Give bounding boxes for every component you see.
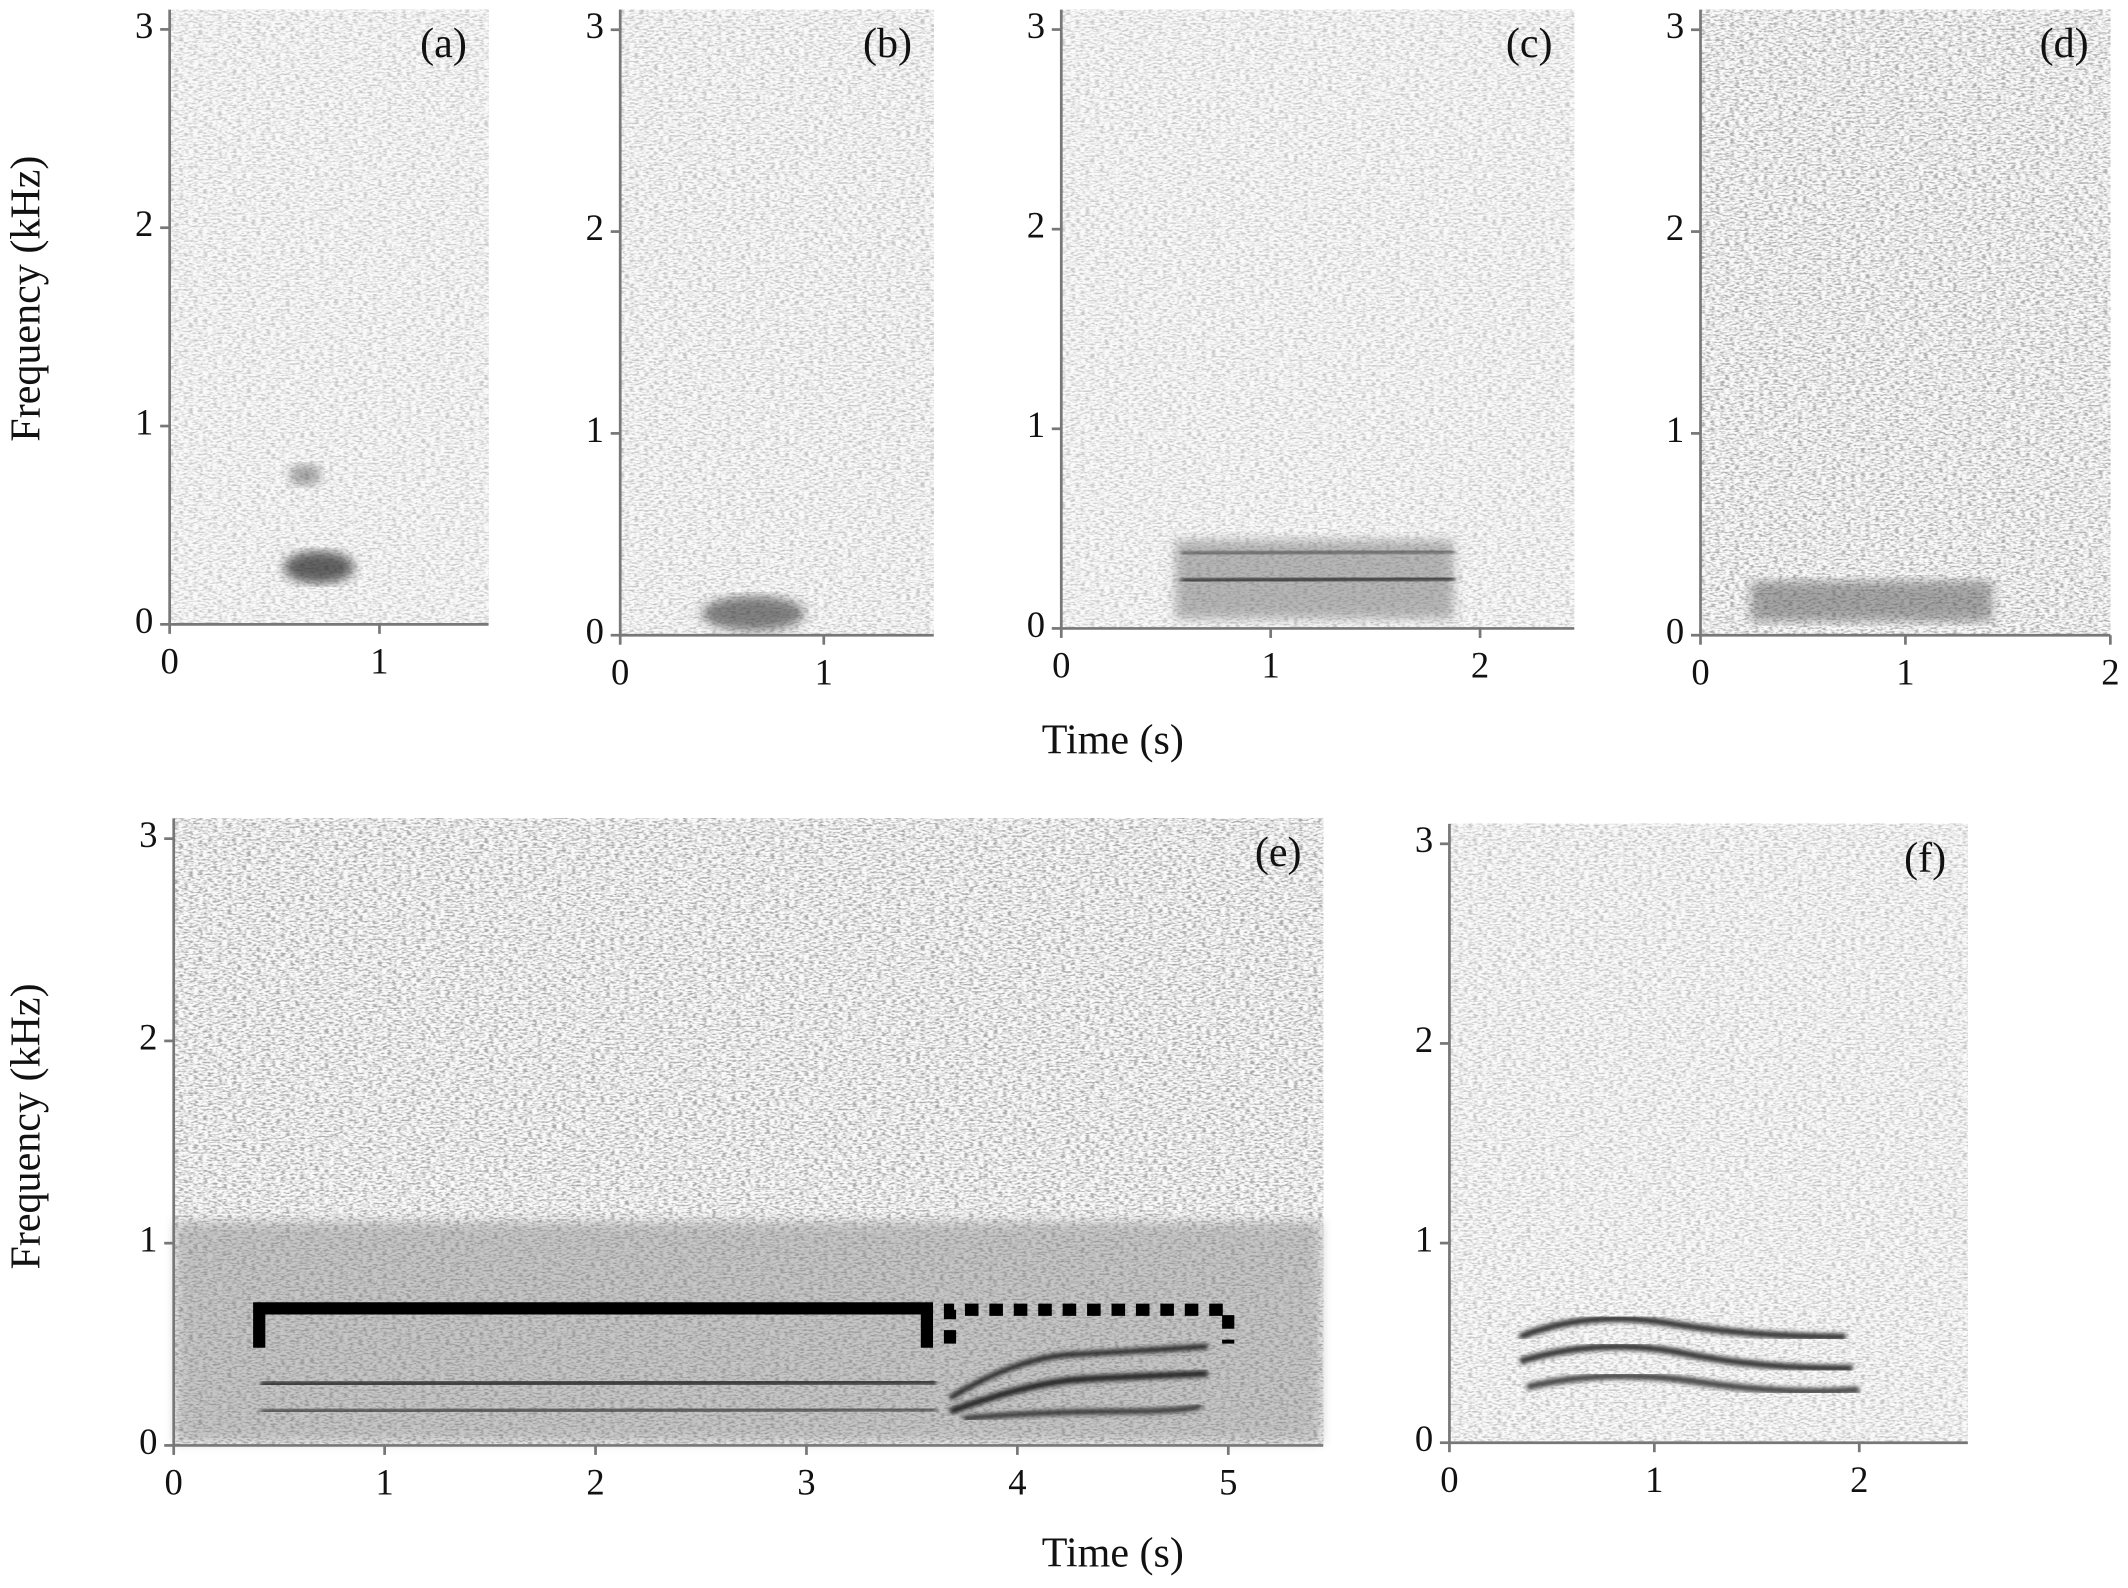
y-tick-label: 0: [135, 600, 153, 641]
x-tick-label: 0: [1440, 1459, 1458, 1500]
x-tick-label: 0: [165, 1462, 183, 1503]
x-tick-label: 1: [1262, 645, 1280, 686]
y-tick-label: 1: [586, 409, 604, 450]
x-axis-label: Time (s): [1042, 1530, 1184, 1576]
y-tick-label: 2: [1415, 1019, 1433, 1060]
call-features: [175, 461, 2000, 1443]
x-tick-label: 0: [1052, 645, 1070, 686]
x-tick-label: 3: [797, 1462, 815, 1503]
y-tick-label: 3: [135, 5, 153, 46]
x-tick-label: 2: [586, 1462, 604, 1503]
panel-label: (a): [420, 21, 467, 67]
y-tick-label: 0: [1027, 604, 1045, 645]
y-tick-label: 3: [1027, 5, 1045, 46]
x-tick-label: 2: [1471, 645, 1489, 686]
y-tick-label: 2: [586, 207, 604, 248]
y-tick-label: 0: [1415, 1418, 1433, 1459]
x-tick-label: 2: [1850, 1459, 1868, 1500]
spectrogram-noise: [1061, 9, 1575, 629]
panel-label: (d): [2040, 21, 2089, 67]
y-tick-label: 2: [139, 1016, 157, 1057]
x-tick-label: 1: [370, 640, 388, 681]
y-tick-label: 2: [135, 203, 153, 244]
x-tick-label: 0: [611, 651, 629, 692]
y-tick-label: 3: [1666, 5, 1684, 46]
y-tick-label: 1: [1666, 409, 1684, 450]
x-tick-label: 4: [1008, 1462, 1026, 1503]
y-tick-label: 1: [1027, 404, 1045, 445]
panel-label: (c): [1506, 21, 1553, 67]
y-tick-label: 3: [1415, 819, 1433, 860]
panel-label: (e): [1255, 830, 1302, 876]
y-axis-label: Frequency (kHz): [4, 983, 50, 1269]
spectrogram-noise: [620, 9, 934, 636]
x-tick-label: 1: [1645, 1459, 1663, 1500]
y-tick-label: 0: [139, 1421, 157, 1462]
x-tick-label: 0: [160, 640, 178, 681]
panel-label: (f): [1904, 836, 1946, 882]
y-tick-label: 1: [139, 1219, 157, 1260]
spectrogram-noise: [169, 9, 489, 625]
x-tick-label: 5: [1219, 1462, 1237, 1503]
y-tick-label: 2: [1027, 205, 1045, 246]
axes: 0 1 2 3 0 1 (a) 0 1 2 3 0 1 (b) 0 1 2 3 0 1 2 (c) 0 1 2 3 0 1 2 (d) 0 1…: [135, 5, 2119, 1503]
y-axis-label: Frequency (kHz): [4, 156, 50, 442]
panel-label: (b): [863, 21, 912, 67]
y-tick-label: 0: [586, 611, 604, 652]
y-tick-label: 2: [1666, 207, 1684, 248]
spectrogram-noise: [1700, 9, 2111, 636]
y-tick-label: 1: [1415, 1218, 1433, 1259]
x-tick-label: 1: [815, 651, 833, 692]
x-tick-label: 1: [375, 1462, 393, 1503]
x-tick-label: 1: [1896, 651, 1914, 692]
x-tick-label: 0: [1691, 651, 1709, 692]
spectrogram-noise: [1449, 823, 1968, 1443]
y-tick-label: 3: [139, 814, 157, 855]
y-tick-label: 0: [1666, 611, 1684, 652]
x-tick-label: 2: [2101, 651, 2119, 692]
y-tick-label: 3: [586, 5, 604, 46]
y-tick-label: 1: [135, 401, 153, 442]
x-axis-label: Time (s): [1042, 717, 1184, 763]
